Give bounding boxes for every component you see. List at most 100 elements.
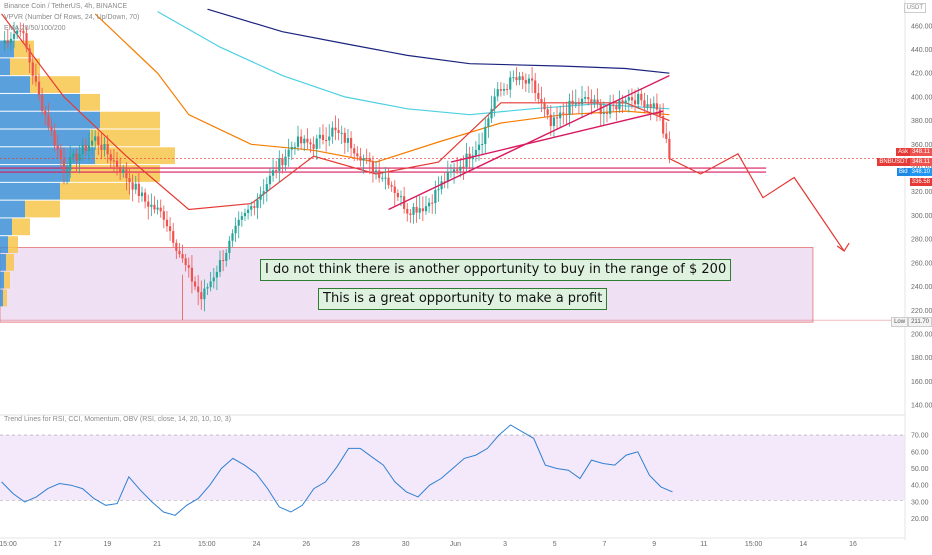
candle-body (362, 158, 365, 161)
candle-body (128, 178, 131, 183)
candle-body (106, 144, 109, 155)
candle-body (393, 186, 396, 193)
candle-body (506, 88, 509, 90)
candle-body (655, 103, 658, 110)
symbol-tag-label: BNBUSDT (877, 158, 911, 166)
candle-body (658, 109, 662, 116)
candle-body (265, 184, 268, 192)
candle-body (97, 136, 100, 145)
candle-body (440, 181, 443, 190)
candle-body (555, 117, 559, 119)
candle-body (281, 158, 284, 166)
time-tick-label: 26 (302, 541, 310, 548)
candle-body (509, 77, 512, 90)
candle-body (502, 88, 506, 91)
candle-body (331, 127, 334, 137)
candle-body (627, 97, 630, 101)
candle-body (181, 254, 184, 259)
candle-body (381, 177, 384, 179)
rsi-tick-label: 50.00 (911, 466, 929, 473)
candle-body (552, 117, 556, 127)
candle-body (487, 118, 490, 127)
candle-body (172, 231, 175, 243)
candle-body (524, 79, 527, 84)
vp-bar-up (0, 165, 70, 182)
time-tick-label: 19 (104, 541, 112, 548)
candle-body (568, 100, 571, 115)
vp-bar-up (0, 76, 30, 93)
low-tag-label: Low (891, 317, 909, 327)
candle-body (312, 144, 315, 149)
vp-bar-down (60, 182, 130, 200)
indicator-legend[interactable]: Trend Lines for RSI, CCI, Momentum, OBV … (4, 416, 231, 423)
candle-body (287, 149, 290, 157)
candle-body (496, 89, 499, 97)
candle-body (34, 75, 37, 82)
candle-body (37, 81, 41, 96)
vp-bar-up (0, 182, 60, 200)
vpvr-legend[interactable]: VPVR (Number Of Rows, 24, Up/Down, 70) (4, 14, 140, 21)
candle-body (218, 259, 222, 272)
annotation-profit[interactable]: This is a great opportunity to make a pr… (318, 288, 608, 310)
candle-body (47, 114, 50, 127)
candle-body (137, 183, 140, 197)
candle-body (253, 206, 256, 208)
price-tick-label: 200.00 (911, 332, 932, 339)
candle-body (515, 77, 518, 81)
vp-bar-up (0, 271, 4, 289)
candle-body (237, 219, 240, 226)
currency-button[interactable]: USDT (903, 3, 926, 13)
candle-body (144, 192, 147, 202)
vp-bar-up (0, 93, 80, 111)
candle-body (418, 208, 421, 213)
ema-legend[interactable]: EMA 20/50/100/200 (4, 25, 66, 32)
time-tick-label: 17 (54, 541, 62, 548)
projection-path (669, 152, 850, 252)
candle-body (134, 183, 137, 190)
candle-body (3, 40, 6, 44)
candle-body (396, 192, 399, 198)
annotation-buy-range[interactable]: I do not think there is another opportun… (260, 259, 732, 281)
candle-body (250, 206, 253, 210)
candle-body (646, 104, 649, 108)
candle-body (590, 99, 593, 103)
candle-body (652, 103, 655, 108)
time-tick-label: 24 (253, 541, 261, 548)
candle-body (512, 77, 515, 79)
candle-body (222, 259, 225, 261)
candle-body (559, 112, 562, 119)
price-tick-label: 140.00 (911, 403, 932, 410)
candle-body (41, 95, 44, 111)
price-tick-label: 440.00 (911, 47, 932, 54)
candle-body (28, 48, 31, 63)
price-tick-label: 180.00 (911, 355, 932, 362)
candle-body (140, 192, 144, 197)
vp-bar-down (12, 218, 30, 236)
candle-body (203, 288, 206, 300)
candle-body (62, 159, 66, 172)
candle-body (197, 286, 200, 293)
candle-body (69, 156, 72, 171)
candle-body (493, 96, 496, 109)
candle-body (262, 191, 265, 195)
candle-body (359, 156, 362, 161)
time-tick-label: 21 (153, 541, 161, 548)
candle-body (562, 112, 565, 114)
candle-body (66, 170, 69, 172)
price-tick-label: 320.00 (911, 189, 932, 196)
candle-body (25, 33, 28, 49)
vp-bar-up (0, 58, 10, 76)
candle-body (168, 226, 172, 232)
trend-lines (388, 74, 670, 211)
candle-body (256, 199, 259, 208)
candle-body (125, 169, 128, 179)
price-tick-label: 400.00 (911, 94, 932, 101)
ask-tag: Ask 348.11 (896, 148, 932, 156)
candle-body (150, 204, 153, 207)
candle-body (209, 281, 212, 288)
candle-body (412, 206, 415, 215)
candle-body (443, 181, 446, 183)
candle-body (431, 202, 434, 204)
candle-body (190, 267, 194, 282)
